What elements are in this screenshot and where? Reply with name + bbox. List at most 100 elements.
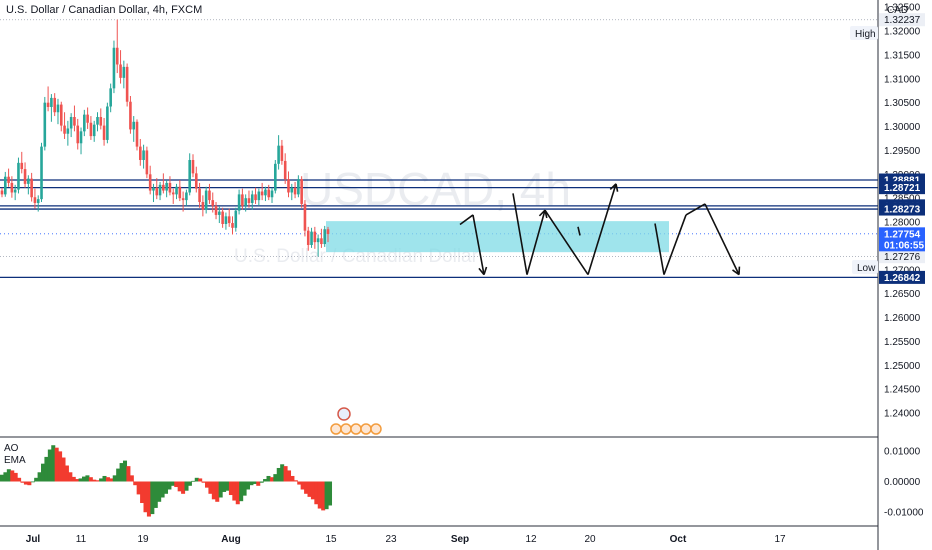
candle-body (181, 198, 185, 201)
time-axis[interactable]: Jul 11 19 Aug 15 23 Sep 12 20 Oct 17 (26, 534, 786, 545)
us-flag-icon[interactable] (337, 407, 351, 421)
ao-bar (205, 481, 210, 488)
ao-bar (58, 451, 63, 482)
ao-bar (95, 480, 100, 482)
time-tick-label: 17 (774, 534, 786, 545)
candle-body (46, 102, 50, 107)
candle-body (17, 162, 20, 190)
arrow-head (732, 269, 740, 276)
us-flag-icon[interactable] (360, 423, 372, 435)
candle-body (231, 223, 234, 228)
low-price-tag-text: 1.27276 (884, 252, 921, 263)
level-price-tag-text: 1.28881 (884, 176, 921, 187)
ao-bar (297, 481, 302, 485)
candle-body (227, 216, 231, 224)
ao-bar (310, 481, 315, 500)
candle-body (198, 188, 201, 203)
candle-body (142, 150, 145, 160)
candle-body (310, 231, 313, 246)
candlestick-series (0, 19, 330, 257)
ao-bar (75, 479, 80, 482)
ao-bar (150, 481, 155, 515)
candle-body (300, 179, 303, 204)
economic-events-icons[interactable] (330, 407, 382, 435)
high-price-tag-text: 1.32237 (884, 15, 921, 26)
candle-body (122, 66, 126, 78)
level-price-tag-text: 1.28721 (884, 183, 921, 194)
candle-body (264, 189, 267, 196)
demand-zone[interactable] (326, 221, 669, 253)
time-tick-label: Oct (670, 534, 687, 545)
candle-body (224, 216, 228, 224)
ao-bar (201, 481, 206, 483)
projection-segment (577, 226, 581, 236)
ao-bar (27, 481, 32, 486)
time-tick-label: 15 (325, 534, 337, 545)
ao-bar (167, 481, 172, 490)
candle-body (171, 192, 175, 195)
ao-bar (34, 477, 39, 482)
candle-body (132, 121, 136, 130)
ao-bar (263, 479, 268, 482)
ao-bar (211, 481, 216, 500)
ao-bar (109, 478, 114, 482)
high-price-tag (879, 13, 925, 27)
ao-bar (174, 481, 179, 488)
candle-body (139, 146, 142, 160)
ao-bar (44, 456, 49, 482)
ao-histogram (0, 445, 333, 517)
candle-body (89, 122, 93, 137)
ao-bar (3, 472, 8, 482)
ao-bar (146, 481, 151, 517)
ao-bar (17, 477, 22, 482)
candle-body (208, 190, 211, 201)
ao-bar (269, 477, 274, 482)
us-flag-icon[interactable] (350, 423, 362, 435)
ao-bar (0, 474, 5, 482)
us-flag-icon[interactable] (370, 423, 382, 435)
candle-body (13, 189, 17, 193)
candle-body (92, 124, 96, 137)
candle-body (194, 173, 198, 189)
ao-bar (181, 481, 186, 494)
candle-body (306, 230, 310, 246)
ao-axis[interactable]: 0.01000 0.00000 -0.01000 (884, 446, 924, 518)
ao-bar (119, 463, 124, 482)
ao-bar (133, 481, 138, 486)
price-tick-label: 1.25500 (884, 337, 921, 348)
candle-body (155, 187, 159, 196)
candle-body (33, 197, 37, 203)
ao-bar (273, 474, 278, 482)
candle-body (115, 47, 119, 65)
ao-bar (23, 481, 28, 485)
candle-body (69, 117, 73, 129)
candle-body (260, 191, 264, 196)
price-tick-label: 1.24500 (884, 385, 921, 396)
price-tick-label: 1.30000 (884, 122, 921, 133)
ao-bar (126, 466, 131, 482)
candle-body (125, 66, 129, 102)
ao-bar (317, 481, 322, 509)
candle-body (63, 125, 66, 134)
candle-body (27, 178, 30, 184)
ao-bar (82, 476, 87, 482)
ao-bar (184, 481, 189, 491)
ao-bar (160, 481, 165, 498)
ao-bar (222, 481, 227, 492)
price-tick-label: 1.26000 (884, 313, 921, 324)
candle-body (79, 131, 83, 144)
ao-bar (37, 472, 42, 482)
candle-body (283, 160, 287, 180)
projection-path[interactable] (459, 183, 741, 276)
time-tick-label: 23 (385, 534, 397, 545)
candle-body (83, 114, 86, 132)
ao-bar (235, 481, 240, 505)
high-label-box: High (850, 26, 878, 40)
ao-bar (324, 481, 329, 510)
ao-tick-label: 0.01000 (884, 446, 921, 457)
candle-body (10, 182, 14, 193)
us-flag-icon[interactable] (340, 423, 352, 435)
us-flag-icon[interactable] (330, 423, 342, 435)
horizontal-levels[interactable] (0, 179, 878, 279)
